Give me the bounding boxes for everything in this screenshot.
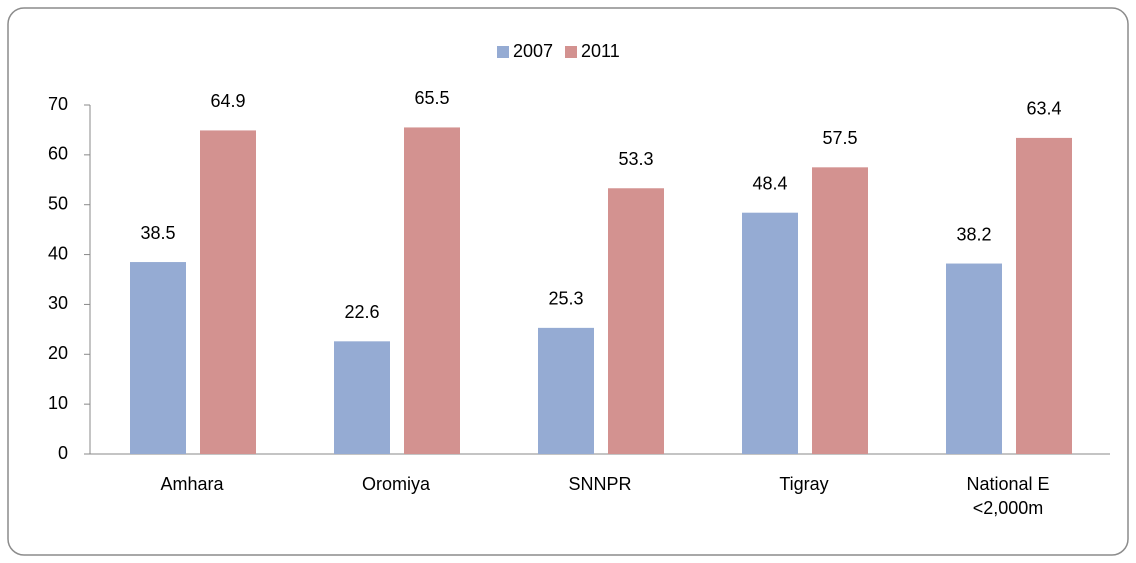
y-tick-label: 30 bbox=[48, 293, 68, 313]
data-label: 38.2 bbox=[956, 224, 991, 244]
x-tick-label: National E <2,000m bbox=[966, 474, 1050, 518]
y-tick-label: 70 bbox=[48, 94, 68, 114]
y-tick-label: 40 bbox=[48, 243, 68, 263]
bar bbox=[1016, 137, 1072, 455]
legend-swatch bbox=[565, 46, 577, 58]
data-label: 57.5 bbox=[822, 128, 857, 148]
bar bbox=[742, 212, 798, 454]
y-tick-label: 50 bbox=[48, 193, 68, 213]
data-label: 22.6 bbox=[344, 302, 379, 322]
bar bbox=[200, 130, 256, 455]
x-tick-label: Oromiya bbox=[361, 474, 430, 494]
x-tick-label: Amhara bbox=[160, 474, 224, 494]
bar bbox=[404, 127, 460, 454]
bar bbox=[334, 341, 390, 454]
bar bbox=[130, 262, 186, 454]
data-label: 38.5 bbox=[140, 223, 175, 243]
legend-label: 2007 bbox=[513, 41, 553, 61]
y-tick-label: 10 bbox=[48, 393, 68, 413]
bar bbox=[538, 327, 594, 454]
data-label: 53.3 bbox=[618, 149, 653, 169]
legend-label: 2011 bbox=[581, 41, 620, 61]
data-label: 63.4 bbox=[1026, 99, 1061, 119]
y-tick-label: 0 bbox=[58, 443, 68, 463]
data-label: 48.4 bbox=[752, 173, 787, 193]
data-label: 64.9 bbox=[210, 91, 245, 111]
x-tick-label: SNNPR bbox=[568, 474, 632, 494]
bar bbox=[946, 263, 1002, 454]
bar bbox=[812, 167, 868, 455]
y-tick-label: 20 bbox=[48, 343, 68, 363]
x-tick-label: Tigray bbox=[779, 474, 829, 494]
y-tick-label: 60 bbox=[48, 144, 68, 164]
bar bbox=[608, 188, 664, 455]
data-label: 65.5 bbox=[414, 88, 449, 108]
legend-swatch bbox=[497, 46, 509, 58]
data-label: 25.3 bbox=[548, 289, 583, 309]
